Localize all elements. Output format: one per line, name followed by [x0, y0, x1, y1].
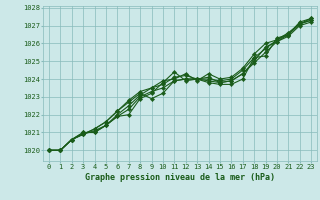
- X-axis label: Graphe pression niveau de la mer (hPa): Graphe pression niveau de la mer (hPa): [85, 173, 275, 182]
